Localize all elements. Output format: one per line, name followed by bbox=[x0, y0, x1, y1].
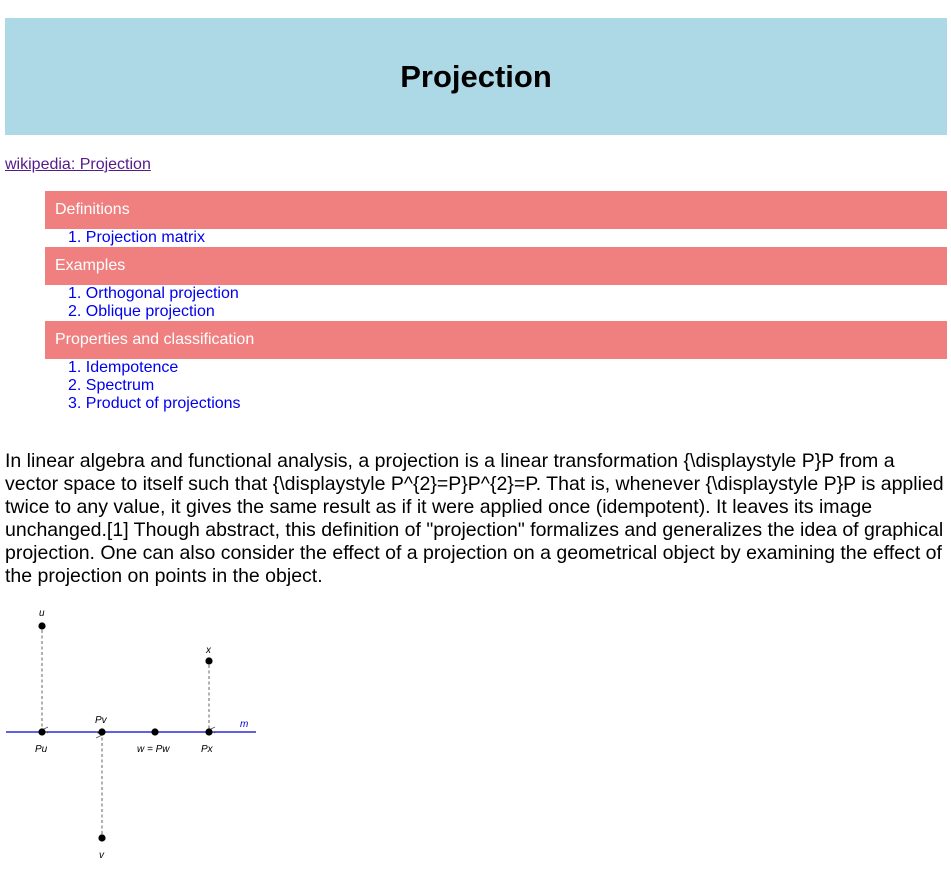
toc-item-spectrum: 2. Spectrum bbox=[45, 377, 947, 395]
toc-list-properties: 1. Idempotence 2. Spectrum 3. Product of… bbox=[45, 359, 947, 413]
toc-list-definitions: 1. Projection matrix bbox=[45, 229, 947, 247]
toc-item-product-of-projections: 3. Product of projections bbox=[45, 395, 947, 413]
toc-list-examples: 1. Orthogonal projection 2. Oblique proj… bbox=[45, 285, 947, 321]
toc-link-product-of-projections[interactable]: 3. Product of projections bbox=[68, 395, 241, 412]
toc-link-idempotence[interactable]: 1. Idempotence bbox=[68, 359, 179, 376]
toc-section-definitions[interactable]: Definitions bbox=[45, 191, 947, 229]
toc-link-orthogonal-projection[interactable]: 1. Orthogonal projection bbox=[68, 285, 239, 302]
point-x bbox=[205, 657, 213, 665]
label-pv: Pv bbox=[95, 715, 108, 726]
toc-item-orthogonal-projection: 1. Orthogonal projection bbox=[45, 285, 947, 303]
intro-paragraph: In linear algebra and functional analysi… bbox=[5, 450, 944, 587]
toc-section-examples[interactable]: Examples bbox=[45, 247, 947, 285]
point-px bbox=[205, 728, 213, 736]
point-v bbox=[98, 834, 106, 842]
label-u: u bbox=[39, 608, 45, 619]
toc-section-properties[interactable]: Properties and classification bbox=[45, 321, 947, 359]
toc-link-projection-matrix[interactable]: 1. Projection matrix bbox=[68, 229, 205, 246]
point-w bbox=[151, 728, 159, 736]
label-x: x bbox=[205, 645, 212, 656]
point-pu bbox=[38, 728, 46, 736]
page-header: Projection bbox=[5, 18, 947, 135]
label-w: w = Pw bbox=[137, 744, 170, 755]
projection-diagram: m u x Pv Pu w = Pw Px v bbox=[6, 608, 256, 861]
toc-item-oblique-projection: 2. Oblique projection bbox=[45, 303, 947, 321]
label-px: Px bbox=[201, 744, 214, 755]
label-pu: Pu bbox=[35, 744, 48, 755]
table-of-contents: Definitions 1. Projection matrix Example… bbox=[45, 191, 947, 413]
point-u bbox=[38, 622, 46, 630]
label-m: m bbox=[240, 719, 248, 730]
wikipedia-link[interactable]: wikipedia: Projection bbox=[5, 156, 151, 173]
toc-link-spectrum[interactable]: 2. Spectrum bbox=[68, 377, 155, 394]
toc-link-oblique-projection[interactable]: 2. Oblique projection bbox=[68, 303, 215, 320]
label-v: v bbox=[99, 850, 105, 861]
toc-item-projection-matrix: 1. Projection matrix bbox=[45, 229, 947, 247]
point-pv bbox=[98, 728, 106, 736]
toc-item-idempotence: 1. Idempotence bbox=[45, 359, 947, 377]
page-title: Projection bbox=[400, 58, 552, 94]
